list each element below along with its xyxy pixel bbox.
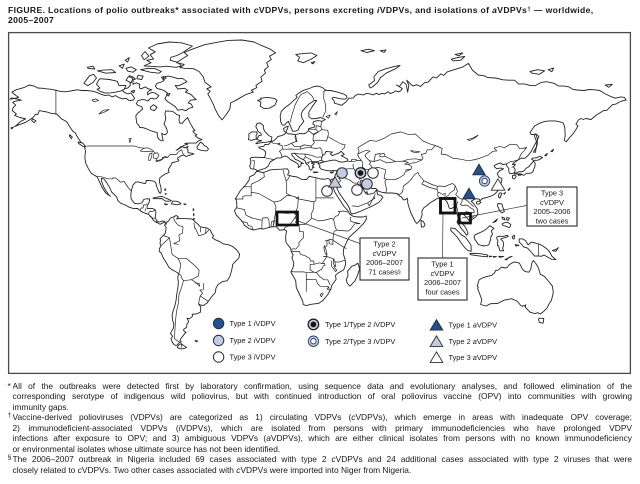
svg-text:2005–2006: 2005–2006: [534, 207, 571, 216]
svg-text:cVDPV: cVDPV: [373, 249, 397, 258]
svg-text:Type 1/Type 2 iVDPV: Type 1/Type 2 iVDPV: [325, 320, 395, 329]
svg-text:Type 1 aVDPV: Type 1 aVDPV: [449, 320, 498, 329]
svg-text:Type 3 aVDPV: Type 3 aVDPV: [449, 353, 498, 362]
svg-text:Type 3 iVDPV: Type 3 iVDPV: [230, 353, 276, 362]
svg-text:Type 2 aVDPV: Type 2 aVDPV: [449, 337, 498, 346]
svg-text:Type 3: Type 3: [541, 189, 563, 198]
svg-text:2006–2007: 2006–2007: [424, 278, 461, 287]
svg-text:two cases: two cases: [536, 217, 569, 226]
svg-text:cVDPV: cVDPV: [431, 269, 455, 278]
svg-text:cVDPV: cVDPV: [540, 198, 564, 207]
svg-text:Type 2/Type 3 iVDPV: Type 2/Type 3 iVDPV: [325, 337, 395, 346]
svg-text:four cases: four cases: [425, 288, 459, 297]
svg-text:Type 1: Type 1: [431, 260, 453, 269]
svg-text:Type 1 iVDPV: Type 1 iVDPV: [230, 319, 276, 328]
svg-text:Type 2 iVDPV: Type 2 iVDPV: [230, 336, 276, 345]
svg-text:2006–2007: 2006–2007: [366, 258, 403, 267]
svg-text:71 cases§: 71 cases§: [368, 268, 401, 277]
svg-text:Type 2: Type 2: [373, 240, 395, 249]
